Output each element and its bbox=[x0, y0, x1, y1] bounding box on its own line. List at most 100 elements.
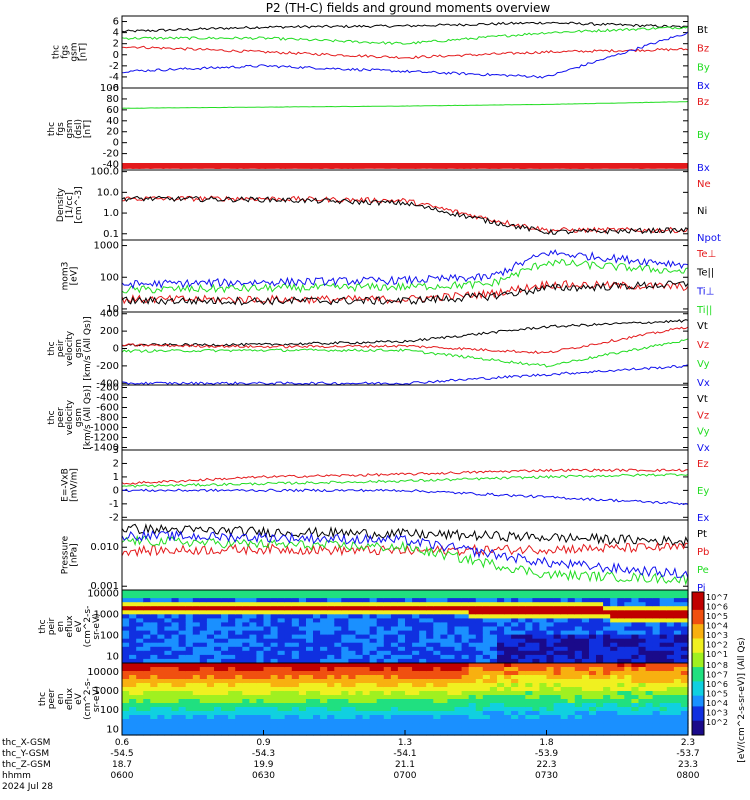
spectrogram-cell bbox=[468, 663, 477, 668]
spectrogram-cell bbox=[390, 675, 399, 680]
spectrogram-cell bbox=[504, 594, 512, 599]
spectrogram-cell bbox=[263, 630, 272, 636]
colorbar: 10^710^610^510^410^310^210^110^810^710^6… bbox=[691, 591, 747, 763]
spectrogram-cell bbox=[447, 667, 456, 672]
spectrogram-cell bbox=[362, 658, 371, 664]
spectrogram-cell bbox=[652, 719, 661, 724]
legend-label: Vt bbox=[697, 394, 708, 405]
spectrogram-cell bbox=[249, 687, 258, 692]
spectrogram-cell bbox=[631, 723, 640, 728]
spectrogram-cell bbox=[171, 598, 180, 603]
spectrogram-cell bbox=[553, 703, 562, 708]
spectrogram-cell bbox=[539, 610, 548, 615]
spectrogram-cell bbox=[447, 687, 456, 692]
spectrogram-cell bbox=[313, 727, 321, 732]
spectrogram-cell bbox=[199, 699, 208, 704]
spectrogram-cell bbox=[574, 590, 583, 595]
spectrogram-cell bbox=[574, 699, 583, 704]
spectrogram-cell bbox=[511, 638, 519, 644]
spectrogram-cell bbox=[228, 671, 236, 676]
spectrogram-cell bbox=[525, 707, 533, 712]
spectrogram-cell bbox=[489, 614, 498, 619]
spectrogram-cell bbox=[362, 719, 371, 724]
spectrogram-cell bbox=[645, 598, 654, 603]
spectrogram-cell bbox=[221, 667, 229, 672]
spectrogram-cell bbox=[263, 683, 272, 688]
spectrogram-cell bbox=[313, 590, 321, 595]
spectrogram-cell bbox=[581, 594, 590, 599]
spectrogram-cell bbox=[270, 622, 279, 628]
spectrogram-cell bbox=[461, 695, 470, 700]
spectrogram-cell bbox=[426, 715, 434, 720]
spectrogram-cell bbox=[581, 731, 590, 736]
spectrogram-cell bbox=[560, 727, 569, 732]
spectrogram-cell bbox=[206, 683, 215, 688]
spectrogram-cell bbox=[150, 683, 158, 688]
spectrogram-cell bbox=[348, 622, 357, 628]
spectrogram-cell bbox=[185, 667, 194, 672]
spectrogram-cell bbox=[652, 598, 661, 603]
spectrogram-cell bbox=[617, 715, 625, 720]
spectrogram-cell bbox=[185, 671, 194, 676]
spectrogram-cell bbox=[553, 679, 562, 684]
spectrogram-cell bbox=[482, 646, 491, 652]
spectrogram-cell bbox=[412, 646, 420, 652]
spectrogram-cell bbox=[532, 671, 541, 676]
y-axis-label: Density bbox=[56, 187, 66, 222]
spectrogram-cell bbox=[497, 638, 505, 644]
spectrogram-cell bbox=[525, 598, 533, 603]
spectrogram-cell bbox=[511, 663, 519, 668]
spectrogram-cell bbox=[221, 646, 229, 652]
spectrogram-cell bbox=[242, 650, 250, 656]
spectrogram-cell bbox=[504, 719, 512, 724]
spectrogram-cell bbox=[518, 715, 526, 720]
spectrogram-cell bbox=[320, 606, 328, 611]
spectrogram-cell bbox=[433, 638, 441, 644]
spectrogram-cell bbox=[327, 663, 335, 668]
spectrogram-cell bbox=[362, 703, 371, 708]
spectrogram-cell bbox=[242, 638, 250, 644]
spectrogram-cell bbox=[334, 683, 342, 688]
spectrogram-cell bbox=[596, 594, 604, 599]
spectrogram-cell bbox=[122, 614, 130, 619]
spectrogram-cell bbox=[206, 699, 215, 704]
spectrogram-cell bbox=[249, 679, 258, 684]
spectrogram-cell bbox=[327, 646, 335, 652]
spectrogram-cell bbox=[581, 638, 590, 644]
spectrogram-cell bbox=[433, 594, 441, 599]
spectrogram-cell bbox=[518, 598, 526, 603]
spectrogram-cell bbox=[574, 622, 583, 628]
spectrogram-cell bbox=[666, 602, 675, 607]
x-tick-label: 0.6 bbox=[115, 738, 130, 748]
spectrogram-cell bbox=[631, 675, 640, 680]
spectrogram-cell bbox=[228, 663, 236, 668]
spectrogram-cell bbox=[574, 602, 583, 607]
spectrogram-cell bbox=[164, 638, 173, 644]
spectrogram-cell bbox=[489, 602, 498, 607]
spectrogram-cell bbox=[546, 671, 555, 676]
spectrogram-cell bbox=[383, 626, 392, 632]
spectrogram-cell bbox=[157, 634, 166, 640]
spectrogram-cell bbox=[164, 695, 173, 700]
spectrogram-cell bbox=[405, 614, 413, 619]
spectrogram-cell bbox=[199, 598, 208, 603]
spectrogram-cell bbox=[603, 598, 611, 603]
spectrogram-cell bbox=[334, 711, 342, 716]
spectrogram-cell bbox=[624, 679, 632, 684]
spectrogram-cell bbox=[539, 731, 548, 736]
spectrogram-cell bbox=[306, 646, 314, 652]
y-axis-label: gsm bbox=[74, 339, 84, 358]
spectrogram-cell bbox=[589, 606, 597, 611]
spectrogram-cell bbox=[645, 715, 654, 720]
spectrogram-cell bbox=[178, 606, 187, 611]
spectrogram-cell bbox=[270, 683, 279, 688]
spectrogram-cell bbox=[277, 626, 286, 632]
spectrogram-cell bbox=[185, 606, 194, 611]
spectrogram-cell bbox=[122, 707, 130, 712]
spectrogram-cell bbox=[412, 638, 420, 644]
spectrogram-cell bbox=[150, 598, 158, 603]
spectrogram-cell bbox=[560, 658, 569, 664]
spectrogram-cell bbox=[206, 691, 215, 696]
spectrogram-cell bbox=[419, 634, 427, 640]
spectrogram-cell bbox=[320, 671, 328, 676]
